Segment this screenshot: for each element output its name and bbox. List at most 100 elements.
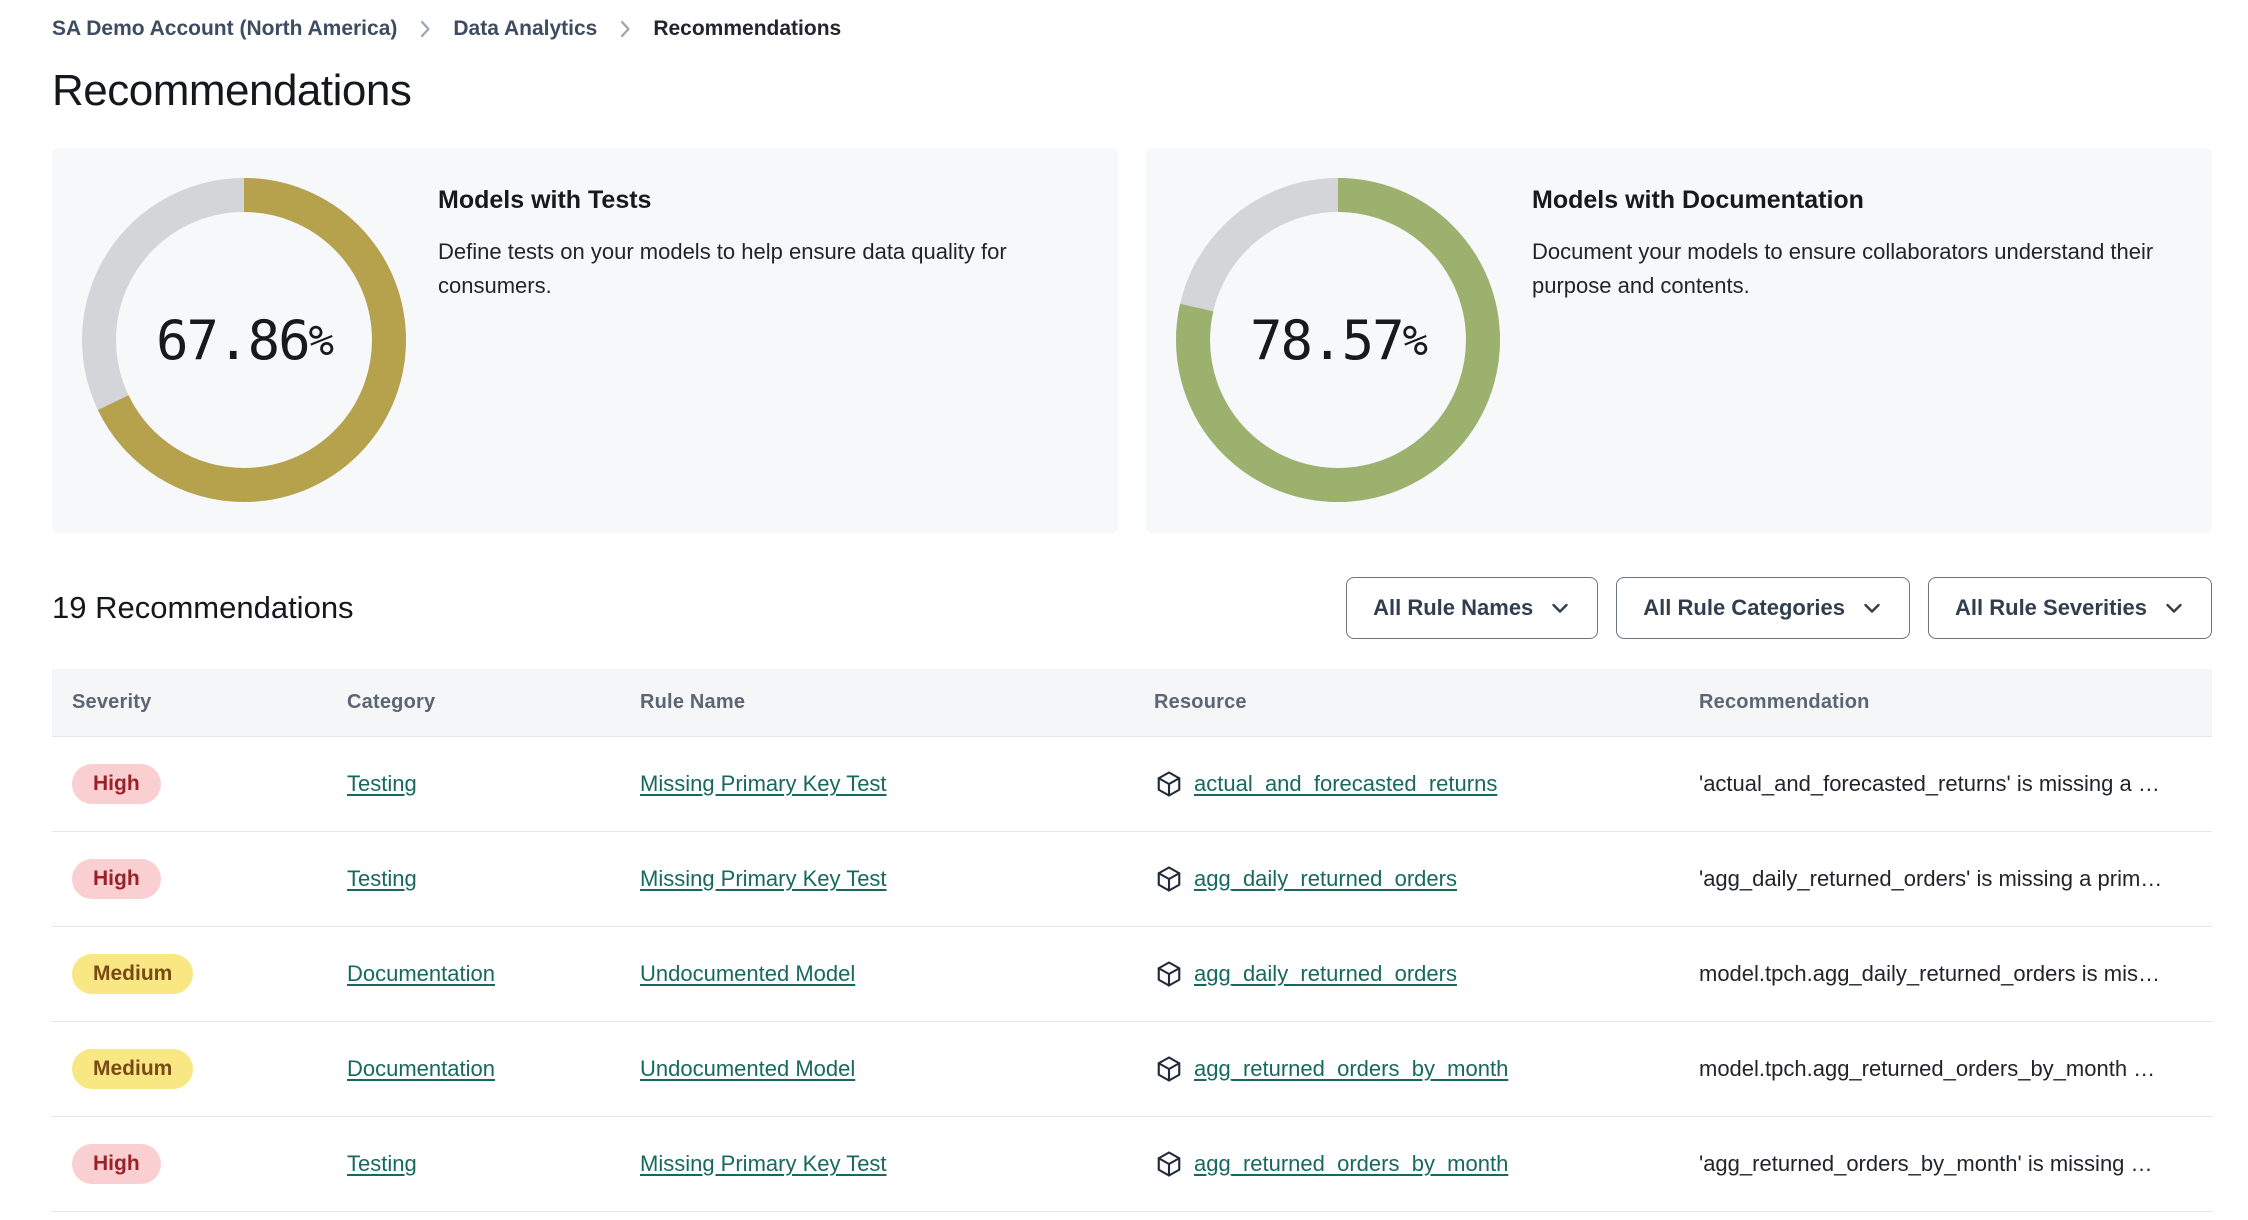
model-cube-icon [1154, 1149, 1184, 1179]
rule-name-cell: Missing Primary Key Test [620, 1151, 1134, 1177]
table-row: High Testing Missing Primary Key Test [52, 832, 2212, 927]
resource-link[interactable]: agg_daily_returned_orders [1194, 866, 1457, 891]
column-header-recommendation: Recommendation [1699, 691, 1870, 713]
category-link[interactable]: Documentation [347, 1056, 495, 1081]
chevron-down-icon [1861, 597, 1883, 619]
recommendation-text: 'agg_daily_returned_orders' is missing a… [1699, 866, 2163, 891]
chevron-down-icon [2163, 597, 2185, 619]
category-link[interactable]: Testing [347, 1151, 417, 1176]
card-description: Document your models to ensure collabora… [1532, 239, 2154, 299]
resource-cell: agg_returned_orders_by_month [1134, 1149, 1679, 1179]
progress-ring [82, 178, 406, 502]
rule-name-cell: Undocumented Model [620, 961, 1134, 987]
recommendations-table: Severity Category Rule Name Resource Rec… [52, 669, 2212, 1212]
category-cell: Testing [327, 1151, 620, 1177]
card-title: Models with Documentation [1532, 186, 1864, 214]
severity-cell: Medium [52, 954, 327, 994]
card-title: Models with Tests [438, 186, 652, 214]
severity-badge: High [72, 1144, 161, 1184]
model-cube-icon [1154, 864, 1184, 894]
column-header-severity: Severity [72, 691, 152, 713]
severity-badge: High [72, 764, 161, 804]
severity-cell: High [52, 859, 327, 899]
filter-dropdown[interactable]: All Rule Names [1346, 577, 1599, 639]
donut-percent-sign: % [308, 315, 334, 365]
donut-chart: 78.57% [1176, 178, 1500, 502]
filters: All Rule Names All Rule Categories All R… [1346, 577, 2212, 639]
recommendation-cell: 'actual_and_forecasted_returns' is missi… [1679, 771, 2212, 797]
filter-dropdown-label: All Rule Names [1373, 595, 1534, 620]
rule-name-link[interactable]: Missing Primary Key Test [640, 1151, 887, 1176]
donut-chart: 67.86% [82, 178, 406, 502]
donut-percent-sign: % [1402, 315, 1428, 365]
filter-dropdown[interactable]: All Rule Severities [1928, 577, 2212, 639]
category-cell: Documentation [327, 961, 620, 987]
table-row: High Testing Missing Primary Key Test [52, 737, 2212, 832]
severity-badge: Medium [72, 1049, 194, 1089]
severity-cell: High [52, 1144, 327, 1184]
severity-badge: High [72, 859, 161, 899]
recommendation-text: 'actual_and_forecasted_returns' is missi… [1699, 771, 2160, 796]
resource-cell: agg_daily_returned_orders [1134, 864, 1679, 894]
donut-percent-number: 67.86 [156, 308, 311, 372]
severity-cell: Medium [52, 1049, 327, 1089]
model-cube-icon [1154, 769, 1184, 799]
list-header: 19 Recommendations All Rule Names All Ru… [52, 577, 2212, 639]
card-description: Define tests on your models to help ensu… [438, 239, 1007, 299]
chevron-right-icon [417, 18, 433, 40]
breadcrumb-current: Recommendations [653, 17, 842, 40]
recommendation-cell: model.tpch.agg_daily_returned_orders is … [1679, 961, 2212, 987]
table-header-row: Severity Category Rule Name Resource Rec… [52, 669, 2212, 737]
resource-link[interactable]: actual_and_forecasted_returns [1194, 771, 1498, 796]
progress-ring-value [1176, 178, 1500, 502]
column-header-rule-name: Rule Name [640, 691, 746, 713]
rule-name-link[interactable]: Missing Primary Key Test [640, 866, 887, 891]
chevron-down-icon [1549, 597, 1571, 619]
breadcrumb-account-link[interactable]: SA Demo Account (North America) [52, 17, 398, 40]
recommendations-count-title: 19 Recommendations [52, 590, 354, 625]
progress-ring [1176, 178, 1500, 502]
card-text: Models with Tests Define tests on your m… [438, 178, 1086, 303]
filter-dropdown-label: All Rule Categories [1643, 595, 1846, 620]
category-link[interactable]: Documentation [347, 961, 495, 986]
breadcrumb-project-link[interactable]: Data Analytics [453, 17, 598, 40]
recommendation-text: model.tpch.agg_daily_returned_orders is … [1699, 961, 2161, 986]
recommendation-cell: model.tpch.agg_returned_orders_by_month … [1679, 1056, 2212, 1082]
filter-dropdown[interactable]: All Rule Categories [1616, 577, 1911, 639]
resource-link[interactable]: agg_returned_orders_by_month [1194, 1056, 1509, 1081]
resource-link[interactable]: agg_daily_returned_orders [1194, 961, 1457, 986]
rule-name-cell: Missing Primary Key Test [620, 771, 1134, 797]
model-cube-icon [1154, 1054, 1184, 1084]
model-cube-icon [1154, 959, 1184, 989]
severity-cell: High [52, 764, 327, 804]
severity-badge: Medium [72, 954, 194, 994]
category-link[interactable]: Testing [347, 866, 417, 891]
category-cell: Documentation [327, 1056, 620, 1082]
recommendation-cell: 'agg_daily_returned_orders' is missing a… [1679, 866, 2212, 892]
donut-percent-label: 67.86% [82, 178, 406, 502]
table-row: Medium Documentation Undocumented Model [52, 1022, 2212, 1117]
column-header-resource: Resource [1154, 691, 1247, 713]
resource-cell: agg_returned_orders_by_month [1134, 1054, 1679, 1084]
category-link[interactable]: Testing [347, 771, 417, 796]
resource-link[interactable]: agg_returned_orders_by_month [1194, 1151, 1509, 1176]
rule-name-link[interactable]: Missing Primary Key Test [640, 771, 887, 796]
resource-cell: actual_and_forecasted_returns [1134, 769, 1679, 799]
rule-name-link[interactable]: Undocumented Model [640, 1056, 856, 1081]
donut-percent-label: 78.57% [1176, 178, 1500, 502]
card-text: Models with Documentation Document your … [1532, 178, 2180, 303]
rule-name-cell: Undocumented Model [620, 1056, 1134, 1082]
table-row: High Testing Missing Primary Key Test [52, 1117, 2212, 1212]
chevron-right-icon [617, 18, 633, 40]
table-row: Medium Documentation Undocumented Model [52, 927, 2212, 1022]
resource-cell: agg_daily_returned_orders [1134, 959, 1679, 989]
progress-ring-value [82, 178, 406, 502]
rule-name-cell: Missing Primary Key Test [620, 866, 1134, 892]
recommendation-text: 'agg_returned_orders_by_month' is missin… [1699, 1151, 2153, 1176]
summary-cards: 67.86% Models with Tests Define tests on… [52, 148, 2212, 533]
column-header-category: Category [347, 691, 436, 713]
rule-name-link[interactable]: Undocumented Model [640, 961, 856, 986]
category-cell: Testing [327, 866, 620, 892]
summary-card: 78.57% Models with Documentation Documen… [1146, 148, 2212, 533]
